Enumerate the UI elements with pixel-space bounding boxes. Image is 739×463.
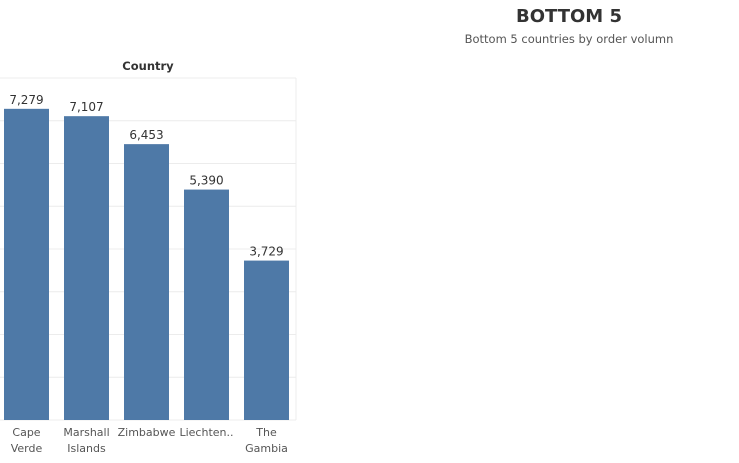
category-label: The: [255, 426, 277, 439]
bar-value-label: 6,453: [129, 128, 163, 142]
category-label: Zimbabwe: [118, 426, 176, 439]
chart-title: BOTTOM 5: [516, 6, 622, 27]
chart-subtitle: Bottom 5 countries by order volumn: [464, 32, 674, 46]
bar-value-label: 7,107: [69, 100, 103, 114]
column-header-country[interactable]: Country: [122, 59, 174, 73]
category-label: Islands: [67, 442, 106, 455]
bar-value-label: 3,729: [249, 245, 283, 259]
bar[interactable]: [4, 108, 49, 420]
category-label: Liechten..: [179, 426, 233, 439]
bar-value-label: 7,279: [9, 93, 43, 107]
bar[interactable]: [244, 260, 289, 420]
category-label: Gambia: [245, 442, 288, 455]
bar[interactable]: [124, 144, 169, 420]
bar[interactable]: [184, 189, 229, 420]
category-label: Marshall: [63, 426, 109, 439]
category-label: Verde: [11, 442, 43, 455]
category-label: Cape: [12, 426, 40, 439]
bar[interactable]: [64, 116, 109, 420]
bar-value-label: 5,390: [189, 174, 223, 188]
